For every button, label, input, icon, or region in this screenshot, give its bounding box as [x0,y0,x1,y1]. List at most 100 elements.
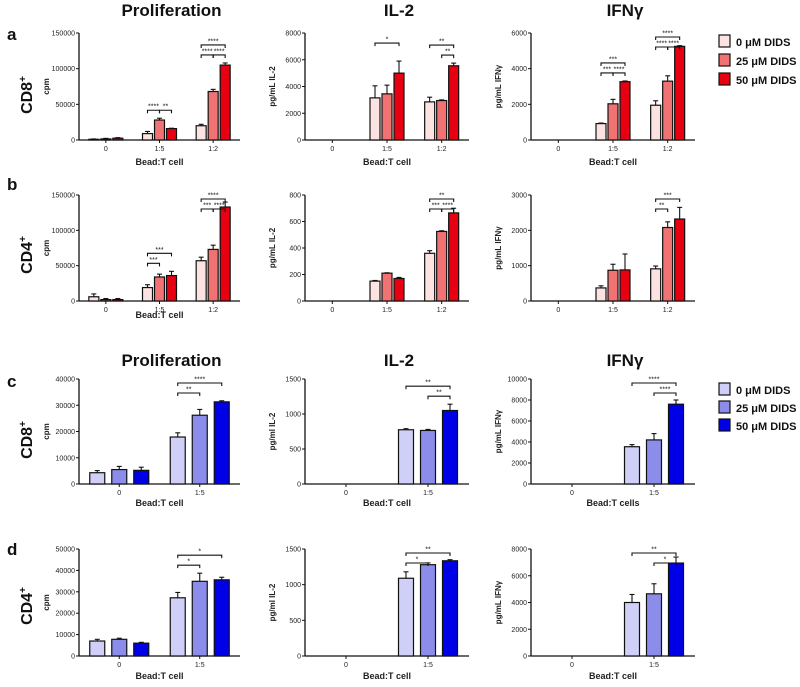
significance-bracket [653,562,677,566]
bar [595,122,607,141]
y-tick-label: 6000 [511,419,527,426]
bar [448,212,460,302]
bar [662,226,674,302]
significance-bracket [655,198,681,202]
x-tick-label: 1:5 [608,146,618,153]
legend-label: 0 μM DIDS [736,37,790,49]
y-axis-label: cpm [42,240,51,256]
y-tick-label: 20000 [56,611,76,618]
bar [111,468,128,485]
y-tick-label: 1500 [285,547,301,554]
y-tick-label: 1000 [285,412,301,419]
legend-swatch [718,72,731,86]
y-tick-label: 150000 [52,193,75,200]
significance-bracket [212,54,226,58]
row-letter: c [7,372,16,391]
y-tick-label: 6000 [511,31,527,38]
significance-bracket [405,552,451,556]
bar [88,296,100,302]
significance-label: * [187,559,190,566]
significance-bracket [405,562,429,566]
x-tick-label: 0 [570,662,574,669]
bar [645,439,663,485]
significance-label: **** [660,387,671,394]
significance-bracket [631,382,677,386]
column-title: IL-2 [384,351,414,370]
legend-swatch [718,34,731,48]
significance-label: ** [425,380,431,387]
y-tick-label: 0 [297,482,301,489]
y-tick-label: 0 [71,138,75,145]
superscript: + [18,587,29,593]
y-tick-label: 4000 [511,600,527,607]
significance-bracket [600,62,626,66]
column-title: IFNγ [607,351,644,370]
bar [195,125,207,141]
significance-label: **** [202,48,213,55]
x-tick-label: 0 [344,662,348,669]
significance-label: *** [149,257,157,264]
x-tick-label: 1:2 [208,307,218,314]
legend-swatch [718,382,731,396]
bar [397,429,415,485]
bar [141,132,154,141]
y-tick-label: 500 [289,618,301,625]
x-tick-label: 1:5 [155,307,165,314]
chart-panel: 0 2000 4000 6000 8000 pg/mL IL-2 Bead:T cell 0 1… [268,31,469,167]
chart-panel: 0 50000 100000 150000 cpm Bead:T cell 0 1:5 1:2 *… [42,193,240,320]
significance-bracket [177,382,223,386]
y-tick-label: 10000 [56,632,76,639]
bar [667,403,685,485]
significance-label: **** [208,193,219,200]
y-tick-label: 100000 [52,228,75,235]
significance-label: * [664,557,667,564]
column-title: IL-2 [384,1,414,20]
y-tick-label: 100000 [52,66,75,73]
row-label: CD4+ [18,587,36,625]
significance-label: **** [214,48,225,55]
x-tick-label: 1:5 [608,307,618,314]
y-axis-label: pg/mL IFNγ [494,580,503,624]
x-tick-label: 1:5 [382,146,392,153]
significance-bracket [177,564,201,569]
significance-label: * [198,549,201,556]
bar [112,137,124,141]
significance-bracket [441,54,455,59]
bar [381,272,393,302]
superscript: + [18,76,29,82]
bar [645,593,663,657]
significance-label: **** [614,66,625,73]
y-tick-label: 0 [523,299,527,306]
row-letter: a [7,25,17,44]
bar [419,429,437,485]
x-tick-label: 1:5 [423,662,433,669]
row-letter: b [7,175,17,194]
significance-bracket [429,198,455,202]
y-tick-label: 6000 [285,57,301,64]
significance-label: **** [148,104,159,111]
x-tick-label: 0 [330,146,334,153]
legend-swatch [718,400,731,414]
row-label-text: CD4+ [18,236,36,274]
bar [623,601,641,657]
x-tick-label: 1:5 [155,146,165,153]
row-label: CD8+ [18,421,36,459]
superscript: + [18,421,29,427]
significance-bracket [158,109,173,114]
x-tick-label: 0 [104,146,108,153]
significance-label: *** [155,247,163,254]
y-tick-label: 40000 [56,377,76,384]
significance-bracket [631,552,677,556]
significance-bracket [177,392,201,396]
bar [650,104,662,141]
bar [169,597,186,657]
chart-panel: 0 2000 4000 6000 8000 10000 pg/mL IFNγ Bead:T c… [494,377,695,508]
significance-label: **** [656,41,667,48]
bar [207,248,219,302]
legend-label: 25 μM DIDS [736,56,797,68]
bar [133,469,150,485]
y-axis-label: cpm [42,594,51,610]
bar [607,269,619,302]
